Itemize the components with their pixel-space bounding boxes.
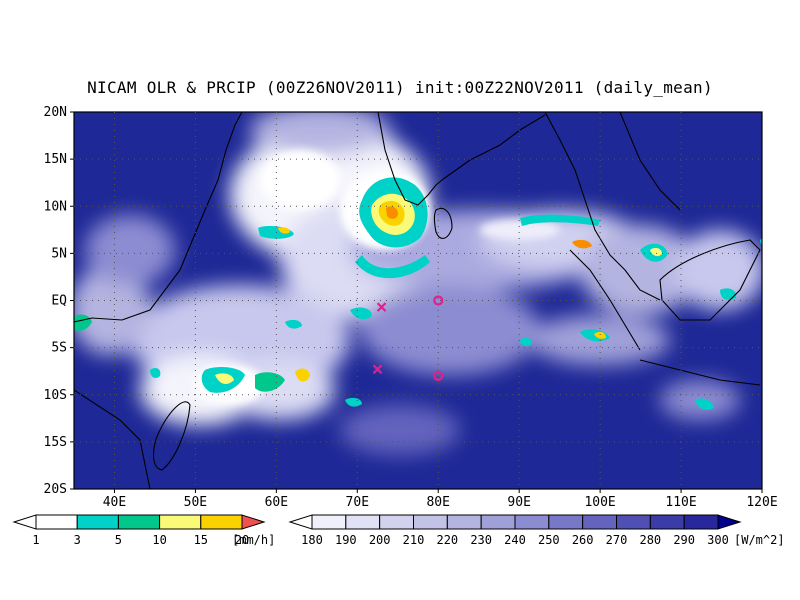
olr-colorbar-label: 190 xyxy=(335,533,357,547)
olr-colorbar-label: 210 xyxy=(403,533,425,547)
x-tick-label: 80E xyxy=(426,495,449,510)
sri-lanka-coast xyxy=(433,207,453,239)
precip-colorbar-arrow-right xyxy=(241,514,266,530)
borneo-coast xyxy=(659,239,761,321)
grid-lines xyxy=(74,112,762,489)
y-tick-label: 10S xyxy=(44,388,67,403)
olr-colorbar-swatch xyxy=(413,514,448,530)
india-coast xyxy=(377,112,443,206)
typhoon-x-marker xyxy=(372,364,383,375)
y-tick-label: 20S xyxy=(44,482,67,497)
olr-colorbar-swatch xyxy=(548,514,584,530)
olr-colorbar-swatch xyxy=(649,514,685,530)
precip-colorbar: 1 3 5 10 15 20[mm/h] xyxy=(12,514,275,547)
olr-colorbar-label: 180 xyxy=(301,533,323,547)
x-tick-label: 120E xyxy=(746,495,777,510)
olr-colorbar-swatch xyxy=(582,514,618,530)
precip-colorbar-label: 10 xyxy=(152,533,166,547)
mozambique-coast xyxy=(74,389,151,489)
circle-marker xyxy=(433,295,444,306)
chart-title: NICAM OLR & PRCIP (00Z26NOV2011) init:00… xyxy=(87,78,713,97)
olr-colorbar-label: 220 xyxy=(436,533,458,547)
x-tick-label: 100E xyxy=(584,495,615,510)
olr-colorbar-swatch xyxy=(345,514,381,530)
y-tick-label: 20N xyxy=(44,105,67,120)
olr-colorbar-swatch xyxy=(683,514,719,530)
y-tick-label: 15N xyxy=(44,152,67,167)
olr-colorbar-swatch xyxy=(311,514,347,530)
precip-colorbar-swatch xyxy=(35,514,78,530)
africa-coast xyxy=(74,112,243,323)
x-tick-label: 40E xyxy=(103,495,126,510)
coastlines xyxy=(74,112,761,489)
circle-marker xyxy=(433,370,444,381)
x-tick-label: 90E xyxy=(507,495,530,510)
olr-colorbar-label: 280 xyxy=(639,533,661,547)
olr-colorbar-unit: [W/m^2] xyxy=(734,533,785,547)
java-coast xyxy=(639,359,761,386)
olr-colorbar-label: 240 xyxy=(504,533,526,547)
axis-ticks: 40E 50E 60E 70E 80E 90E 100E 110E 120E 20N 15N 10N 5… xyxy=(44,105,778,510)
madagascar-coast xyxy=(152,401,191,471)
olr-colorbar-swatch xyxy=(480,514,516,530)
precip-colorbar-arrow-left xyxy=(12,514,37,530)
olr-colorbar-swatch xyxy=(379,514,414,530)
x-tick-label: 60E xyxy=(265,495,288,510)
precip-colorbar-label: 15 xyxy=(194,533,208,547)
myanmar-malay-coast xyxy=(544,112,661,301)
y-tick-label: 15S xyxy=(44,435,67,450)
precip-colorbar-label: 5 xyxy=(115,533,122,547)
markers xyxy=(372,295,444,381)
olr-colorbar-label: 290 xyxy=(673,533,695,547)
y-tick-label: EQ xyxy=(51,294,67,309)
precip-colorbar-swatch xyxy=(117,514,161,530)
olr-colorbar-label: 270 xyxy=(606,533,628,547)
olr-colorbar: 180 190 200 210 220 230 240 250 260 270 280 290 300 [… xyxy=(288,514,785,547)
olr-colorbar-label: 200 xyxy=(369,533,391,547)
olr-colorbar-label: 300 xyxy=(707,533,729,547)
olr-colorbar-label: 250 xyxy=(538,533,560,547)
x-tick-label: 110E xyxy=(665,495,696,510)
olr-field xyxy=(74,112,762,489)
olr-colorbar-swatch xyxy=(514,514,550,530)
olr-colorbar-arrow-right xyxy=(717,514,742,530)
bay-of-bengal-coast xyxy=(441,114,546,181)
y-tick-label: 10N xyxy=(44,199,67,214)
indochina-coast xyxy=(619,112,681,211)
olr-colorbar-label: 230 xyxy=(470,533,492,547)
olr-colorbar-swatch xyxy=(446,514,482,530)
y-tick-label: 5N xyxy=(51,246,67,261)
sumatra-coast xyxy=(569,249,641,351)
precip-colorbar-label: 1 xyxy=(32,533,39,547)
precip-colorbar-unit: [mm/h] xyxy=(232,533,275,547)
precip-colorbar-label: 3 xyxy=(74,533,81,547)
precip-colorbar-swatch xyxy=(159,514,202,530)
y-tick-label: 5S xyxy=(51,341,67,356)
olr-colorbar-label: 260 xyxy=(572,533,594,547)
precip-colorbar-swatch xyxy=(76,514,119,530)
x-tick-label: 50E xyxy=(184,495,207,510)
typhoon-x-marker xyxy=(376,302,387,312)
precip-colorbar-label: 20 xyxy=(235,533,249,547)
x-tick-label: 70E xyxy=(346,495,369,510)
olr-colorbar-arrow-left xyxy=(288,514,313,530)
precip-colorbar-swatch xyxy=(200,514,243,530)
olr-colorbar-swatch xyxy=(616,514,651,530)
